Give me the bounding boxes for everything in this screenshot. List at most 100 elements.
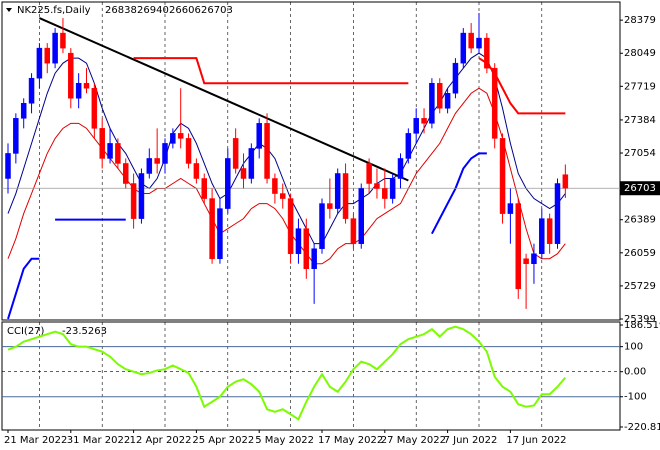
candle-body: [539, 218, 545, 254]
candle-body: [225, 158, 231, 209]
candle-body: [444, 93, 451, 109]
candle-body: [13, 118, 19, 154]
candle-body: [484, 37, 490, 69]
ohlc-value: 26940: [137, 5, 169, 16]
y-tick-label: 26059: [624, 248, 656, 259]
symbol: NK225.fs,Daily: [17, 5, 91, 16]
candle-body: [99, 128, 105, 159]
candle-body: [36, 47, 43, 79]
candle-body: [554, 183, 561, 244]
candle-body: [123, 163, 129, 184]
y-tick-label: -220.811: [624, 422, 660, 433]
candle-body: [515, 203, 521, 290]
candle-body: [499, 138, 506, 214]
y-tick-label: 186.5198: [624, 320, 660, 331]
candle-body: [421, 118, 427, 124]
candle-body: [358, 188, 364, 244]
candle-body: [107, 143, 113, 159]
candle-body: [28, 77, 35, 104]
candle-body: [280, 193, 286, 199]
candle-body: [217, 208, 223, 259]
candle-body: [272, 178, 278, 194]
candle-body: [162, 143, 168, 164]
candle-body: [327, 203, 333, 209]
candle-body: [334, 173, 341, 209]
indicator-title: CCI(27): [7, 326, 45, 337]
candle-body: [5, 153, 11, 179]
candle-body: [429, 82, 435, 124]
candle-body: [405, 133, 412, 159]
candle-body: [350, 218, 357, 244]
x-tick-label: 7 Jun 2022: [444, 435, 498, 446]
y-tick-label: 27719: [624, 81, 656, 92]
x-tick-label: 31 Mar 2022: [67, 435, 130, 446]
candle-body: [295, 228, 302, 254]
candle-body: [75, 82, 82, 99]
candle-body: [130, 183, 137, 219]
candle-body: [460, 32, 467, 64]
price-label: 26703: [624, 183, 656, 194]
candle-body: [531, 253, 537, 264]
candle-body: [146, 158, 153, 174]
candle-body: [264, 123, 270, 179]
y-tick-label: -100: [624, 392, 647, 403]
candle-body: [319, 203, 325, 249]
y-tick-label: 28049: [624, 48, 656, 59]
candle-body: [562, 174, 569, 189]
candle-body: [311, 248, 317, 270]
candle-body: [256, 123, 262, 149]
main-panel: [1, 1, 621, 321]
candle-body: [437, 82, 443, 109]
candle-body: [382, 188, 388, 199]
y-tick-label: 0.00: [624, 367, 646, 378]
candle-body: [138, 173, 145, 219]
y-tick-label: 28379: [624, 15, 656, 26]
overlay-line: [133, 57, 409, 85]
candle-body: [507, 203, 514, 214]
candle-body: [52, 32, 58, 64]
chart-title: NK225.fs,Daily: [6, 5, 91, 16]
candle-body: [452, 62, 459, 94]
ohlc-value: 26606: [169, 5, 201, 16]
candle-body: [201, 178, 207, 199]
y-tick-label: 100: [624, 342, 643, 353]
candle-body: [374, 183, 380, 189]
overlay-line: [7, 257, 40, 320]
candle-body: [91, 87, 98, 129]
candle-body: [287, 198, 294, 254]
cci-line: [7, 325, 567, 421]
candle-body: [468, 32, 474, 49]
price-label-box: [620, 181, 660, 196]
candle-body: [68, 52, 74, 99]
x-tick-label: 5 May 2022: [255, 435, 314, 446]
x-tick-label: 21 Mar 2022: [4, 435, 67, 446]
y-tick-label: 27054: [624, 148, 656, 159]
y-tick-label: 26389: [624, 215, 656, 226]
collapse-arrow: [6, 8, 12, 12]
x-tick-label: 17 May 2022: [318, 435, 383, 446]
candle-body: [476, 37, 482, 49]
candle-body: [193, 163, 200, 179]
candle-body: [546, 218, 553, 244]
candle-body: [185, 138, 192, 164]
candle-body: [248, 148, 255, 179]
candle-body: [115, 143, 121, 164]
candle-body: [60, 32, 66, 49]
indicator-value: -23.5263: [62, 326, 107, 337]
x-tick-label: 25 Apr 2022: [192, 435, 254, 446]
candle-body: [389, 178, 396, 199]
trendline: [38, 17, 409, 182]
candle-body: [240, 168, 247, 179]
candle-body: [397, 158, 404, 179]
ohlc-value: 26703: [201, 5, 233, 16]
candle-body: [83, 82, 90, 89]
candle-body: [209, 198, 215, 259]
candle-body: [303, 228, 310, 270]
candle-body: [491, 67, 498, 139]
candle-body: [366, 163, 372, 184]
candle-body: [44, 47, 50, 64]
candle-body: [177, 133, 184, 139]
x-tick-label: 12 Apr 2022: [130, 435, 192, 446]
candle-body: [413, 118, 419, 134]
